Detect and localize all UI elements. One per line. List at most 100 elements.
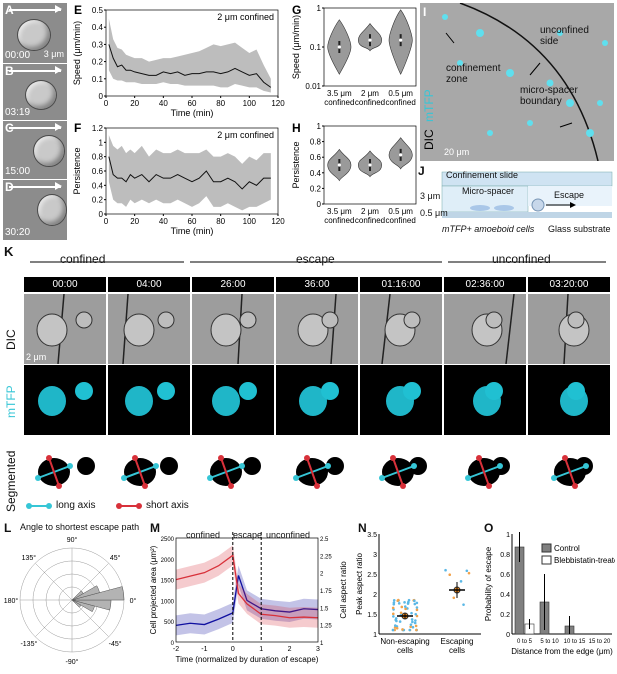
y-tick-label: 0.6: [92, 167, 104, 176]
schematic-j: J Confinement slide Micro-spacer Escape …: [418, 164, 614, 240]
dic-label-i: DIC: [422, 129, 436, 150]
long-axis-legend-icon: [26, 503, 52, 509]
confinement-slide-label: Confinement slide: [446, 170, 519, 180]
data-point: [400, 605, 404, 609]
micrograph-i: I unconfined side confinement zone micro…: [420, 3, 614, 161]
phase-unconfined-label: unconfined: [492, 252, 551, 266]
segmented-frame: [24, 444, 106, 506]
cells-label: mTFP+ amoeboid cells: [442, 224, 535, 234]
y-tick-label: 0: [317, 200, 322, 209]
chart-m: -2 -1 0 1 2 3 0 500 1000 1500 2000 2500 1 1.25 1.5 1.75…: [150, 532, 348, 664]
violin-median: [368, 38, 372, 42]
y-tick-label: 0.4: [500, 592, 510, 599]
data-point: [407, 600, 410, 604]
mtfp-frame: [360, 365, 442, 435]
chart-n: 11.522.533.5Non-escapingcellsEscapingcel…: [355, 532, 481, 655]
y2-tick-label: 1.75: [320, 589, 332, 595]
polar-bar: [71, 585, 100, 601]
polar-angle-label: -135°: [20, 640, 37, 648]
y-axis-label: Peak aspect ratio: [355, 553, 364, 615]
panel-label-m: M: [150, 521, 160, 535]
x-tick-label: 0: [231, 646, 235, 653]
mtfp-frame: [192, 365, 274, 435]
y-tick-label: 0.2: [92, 196, 104, 205]
chart-l: 90° 45° 0° -45° -90° -135° 180° 135°: [4, 536, 137, 666]
y-axis-label: Speed (μm/min): [291, 15, 301, 79]
frame-time-header: 04:00: [108, 277, 190, 292]
y2-tick-label: 1.5: [320, 606, 329, 612]
category-label: 5 to 10: [540, 639, 559, 645]
category-label: confined: [324, 216, 354, 225]
y-tick-label: 0.8: [92, 153, 104, 162]
y-tick-label: 0.3: [92, 40, 104, 49]
height-3um-label: 3 μm: [420, 191, 441, 201]
x-axis-label: Distance from the edge (μm): [511, 647, 613, 656]
mtfp-frame: [24, 365, 106, 435]
y-tick-label: 0.4: [310, 169, 322, 178]
violin-median: [399, 153, 403, 157]
category-label: confined: [324, 98, 354, 107]
x-tick-label: 0: [104, 217, 109, 226]
frame-time-header: 03:20:00: [528, 277, 610, 292]
data-point: [399, 611, 403, 615]
y-axis-label: Persistence: [291, 141, 301, 188]
chart-o: 0 0.2 0.4 0.6 0.8 1 0 to 5 5 to 10 10 to 15 15 to…: [484, 532, 615, 656]
y-tick-label: 2.5: [367, 572, 377, 579]
x-tick-label: -1: [201, 646, 207, 653]
chart-annotation: 2 μm confined: [217, 12, 274, 22]
y-axis-label: Speed (μm/min): [72, 21, 82, 85]
violin-median: [337, 45, 341, 49]
dic-frame: [276, 294, 358, 364]
glass-substrate-label: Glass substrate: [548, 224, 611, 234]
y2-tick-label: 2.5: [320, 537, 329, 543]
x-tick-label: -2: [173, 646, 179, 653]
x-tick-label: 120: [271, 217, 285, 226]
category-label: 3.5 μm: [327, 207, 352, 216]
phase-confined-label: confined: [60, 252, 106, 266]
x-tick-label: 80: [216, 99, 225, 108]
category-label: Escaping: [441, 637, 474, 646]
data-point: [395, 626, 399, 630]
mtfp-row-label: mTFP: [4, 385, 18, 418]
x-tick-label: 1: [259, 646, 263, 653]
micrograph-d: D 30:20: [3, 180, 67, 240]
y-tick-label: 0.1: [310, 43, 322, 52]
sd-band: [108, 135, 271, 211]
data-point: [465, 569, 469, 573]
category-label: 10 to 15: [564, 639, 586, 645]
chart-annotation: 2 μm confined: [217, 130, 274, 140]
x-tick-label: 60: [188, 217, 197, 226]
polar-bar: [71, 590, 84, 601]
x-tick-label: 40: [159, 217, 168, 226]
data-point: [409, 623, 413, 626]
polar-spoke: [35, 563, 73, 601]
mean-line: [108, 44, 272, 88]
y-tick-label: 2500: [161, 537, 175, 543]
scale-bar-label-i: 20 μm: [444, 147, 470, 157]
data-point: [414, 619, 417, 622]
panel-label-i: I: [423, 5, 427, 19]
cell-image: [17, 19, 51, 51]
data-point: [415, 606, 419, 609]
data-point: [404, 607, 407, 611]
data-point: [393, 624, 397, 627]
category-label: 15 to 20: [589, 639, 611, 645]
x-tick-label: 120: [271, 99, 285, 108]
series-line: [175, 554, 319, 619]
scale-bar-label-k: 2 μm: [26, 352, 47, 362]
data-point: [397, 602, 401, 605]
y-tick-label: 0: [99, 92, 104, 101]
series-band: [176, 545, 318, 628]
micrograph-a: A 00:00 3 μm: [3, 3, 67, 63]
category-label: 3.5 μm: [327, 89, 352, 98]
micro-spacer-boundary-label: micro-spacer boundary: [520, 85, 578, 107]
y-tick-label: 500: [164, 620, 175, 626]
legend-swatch-blebbistatin: [541, 555, 552, 565]
y-tick-label: 0.8: [310, 138, 322, 147]
y2-tick-label: 1.25: [320, 624, 332, 630]
mtfp-frame: [108, 365, 190, 435]
x-tick-label: 20: [130, 217, 139, 226]
x-tick-label: 20: [130, 99, 139, 108]
phase-brackets: [30, 261, 606, 263]
data-point: [408, 628, 412, 632]
